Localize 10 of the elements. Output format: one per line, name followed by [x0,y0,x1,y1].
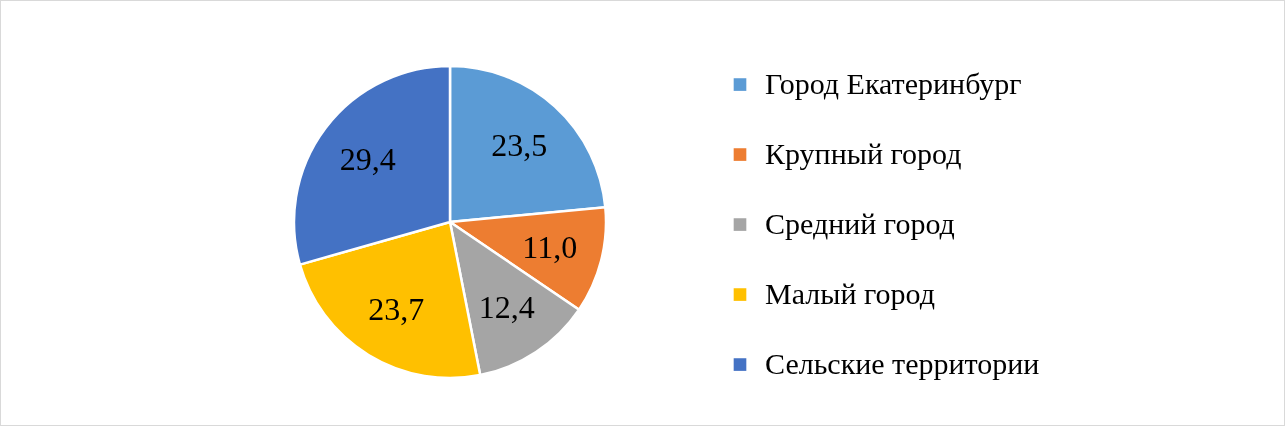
data-label: 29,4 [339,140,396,177]
data-label: 23,5 [491,126,548,163]
legend-label: Средний город [765,206,955,240]
legend-label: Малый город [765,276,935,310]
legend-label: Сельские территории [765,346,1040,380]
data-label: 12,4 [478,288,535,325]
data-label: 23,7 [368,290,425,327]
legend-label: Крупный город [765,136,962,170]
legend-label: Город Екатеринбург [765,66,1022,100]
data-label: 11,0 [522,228,578,265]
